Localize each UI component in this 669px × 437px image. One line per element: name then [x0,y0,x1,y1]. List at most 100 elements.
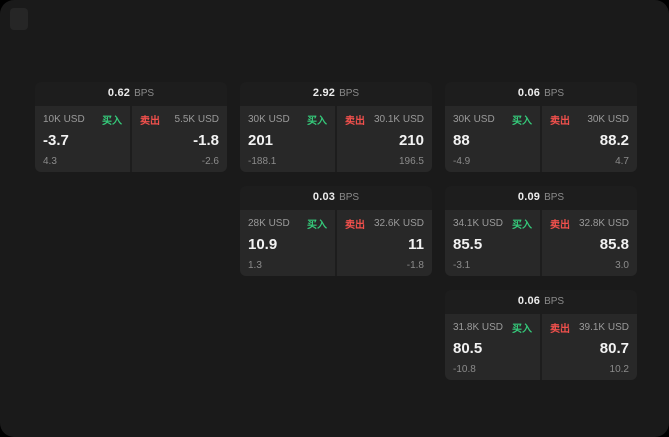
sell-sub-value: 196.5 [398,156,424,167]
card-header: 2.92 BPS [240,82,432,104]
buy-sub-value: 1.3 [248,260,262,271]
buy-price: 201 [248,132,274,150]
sell-panel[interactable]: 卖出 30.1K USD 210 196.5 [337,106,432,172]
spread-unit-label: BPS [544,87,565,99]
card-header: 0.06 BPS [445,290,637,312]
buy-top-row: 28K USD 买入 [248,216,327,231]
card-header: 0.03 BPS [240,186,432,208]
spread-value: 0.62 [107,87,131,99]
spread-value: 0.03 [312,191,336,203]
buy-panel[interactable]: 10K USD 买入 -3.7 4.3 [35,106,130,172]
buy-sub-value: -4.9 [453,156,471,167]
spread-value: 0.09 [517,191,541,203]
sell-price: 210 [398,132,424,150]
sell-panel[interactable]: 卖出 39.1K USD 80.7 10.2 [542,314,637,380]
buy-sub-value: -10.8 [453,364,476,375]
buy-label: 买入 [307,116,327,127]
buy-top-row: 30K USD 买入 [453,112,532,127]
buy-sub-value: 4.3 [43,156,57,167]
sell-label: 卖出 [345,116,365,127]
sell-amount: 30.1K USD [373,114,424,125]
buy-amount: 30K USD [453,114,495,125]
buy-label: 买入 [512,324,532,335]
buy-sub-value: -3.1 [453,260,471,271]
buy-label: 买入 [102,116,122,127]
quote-card: 0.06 BPS 30K USD 买入 88 -4.9 卖出 30K USD 8… [445,82,637,172]
spread-unit-label: BPS [134,87,155,99]
buy-panel[interactable]: 31.8K USD 买入 80.5 -10.8 [445,314,540,380]
sell-label: 卖出 [550,116,570,127]
card-body: 30K USD 买入 201 -188.1 卖出 30.1K USD 210 1… [240,106,432,172]
quote-card-grid: 0.62 BPS 10K USD 买入 -3.7 4.3 卖出 5.5K USD… [35,82,637,380]
sell-price: 80.7 [599,340,629,358]
sell-label: 卖出 [345,220,365,231]
card-header: 0.09 BPS [445,186,637,208]
buy-top-row: 10K USD 买入 [43,112,122,127]
buy-top-row: 34.1K USD 买入 [453,216,532,231]
spread-unit-label: BPS [544,191,565,203]
card-header: 0.62 BPS [35,82,227,104]
card-body: 28K USD 买入 10.9 1.3 卖出 32.6K USD 11 -1.8 [240,210,432,276]
sell-price: -1.8 [193,132,219,150]
quote-card: 0.03 BPS 28K USD 买入 10.9 1.3 卖出 32.6K US… [240,186,432,276]
sell-amount: 32.6K USD [373,218,424,229]
sell-top-row: 卖出 30.1K USD [345,112,424,127]
sell-amount: 30K USD [587,114,629,125]
buy-label: 买入 [512,116,532,127]
sell-label: 卖出 [550,324,570,335]
quote-card: 0.06 BPS 31.8K USD 买入 80.5 -10.8 卖出 39.1… [445,290,637,380]
sell-top-row: 卖出 5.5K USD [140,112,219,127]
spread-unit-label: BPS [544,295,565,307]
buy-amount: 31.8K USD [453,322,504,333]
buy-price: 10.9 [248,236,278,254]
sell-sub-value: 10.2 [609,364,629,375]
card-body: 30K USD 买入 88 -4.9 卖出 30K USD 88.2 4.7 [445,106,637,172]
menu-tile-button[interactable] [10,8,28,30]
buy-amount: 30K USD [248,114,290,125]
sell-top-row: 卖出 30K USD [550,112,629,127]
buy-label: 买入 [512,220,532,231]
buy-panel[interactable]: 30K USD 买入 201 -188.1 [240,106,335,172]
buy-panel[interactable]: 34.1K USD 买入 85.5 -3.1 [445,210,540,276]
buy-top-row: 30K USD 买入 [248,112,327,127]
sell-top-row: 卖出 32.6K USD [345,216,424,231]
card-body: 34.1K USD 买入 85.5 -3.1 卖出 32.8K USD 85.8… [445,210,637,276]
buy-label: 买入 [307,220,327,231]
card-body: 31.8K USD 买入 80.5 -10.8 卖出 39.1K USD 80.… [445,314,637,380]
sell-amount: 32.8K USD [578,218,629,229]
buy-price: -3.7 [43,132,69,150]
sell-label: 卖出 [550,220,570,231]
card-body: 10K USD 买入 -3.7 4.3 卖出 5.5K USD -1.8 -2.… [35,106,227,172]
buy-amount: 10K USD [43,114,85,125]
sell-top-row: 卖出 39.1K USD [550,320,629,335]
sell-panel[interactable]: 卖出 30K USD 88.2 4.7 [542,106,637,172]
spread-value: 2.92 [312,87,336,99]
sell-top-row: 卖出 32.8K USD [550,216,629,231]
buy-amount: 34.1K USD [453,218,504,229]
spread-unit-label: BPS [339,191,360,203]
sell-panel[interactable]: 卖出 5.5K USD -1.8 -2.6 [132,106,227,172]
quote-card: 0.09 BPS 34.1K USD 买入 85.5 -3.1 卖出 32.8K… [445,186,637,276]
sell-price: 11 [408,236,424,254]
buy-panel[interactable]: 28K USD 买入 10.9 1.3 [240,210,335,276]
spread-value: 0.06 [517,295,541,307]
sell-amount: 39.1K USD [578,322,629,333]
sell-sub-value: -2.6 [201,156,219,167]
sell-panel[interactable]: 卖出 32.8K USD 85.8 3.0 [542,210,637,276]
buy-amount: 28K USD [248,218,290,229]
buy-price: 88 [453,132,470,150]
sell-price: 85.8 [599,236,629,254]
buy-panel[interactable]: 30K USD 买入 88 -4.9 [445,106,540,172]
buy-top-row: 31.8K USD 买入 [453,320,532,335]
buy-price: 85.5 [453,236,483,254]
card-header: 0.06 BPS [445,82,637,104]
sell-sub-value: -1.8 [406,260,424,271]
quote-card: 2.92 BPS 30K USD 买入 201 -188.1 卖出 30.1K … [240,82,432,172]
buy-price: 80.5 [453,340,483,358]
sell-label: 卖出 [140,116,160,127]
sell-panel[interactable]: 卖出 32.6K USD 11 -1.8 [337,210,432,276]
spread-unit-label: BPS [339,87,360,99]
sell-price: 88.2 [599,132,629,150]
buy-sub-value: -188.1 [248,156,277,167]
